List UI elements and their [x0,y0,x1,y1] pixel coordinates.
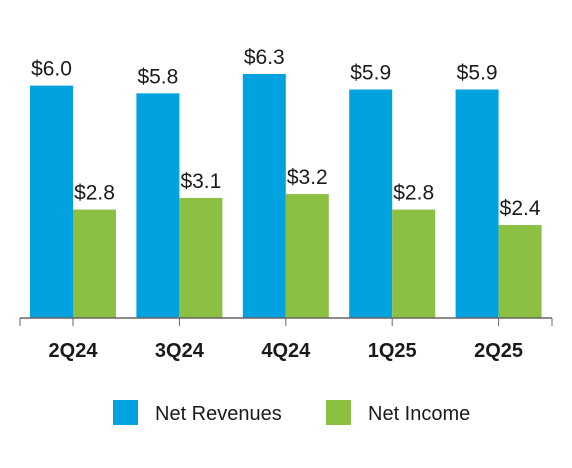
bar-net-income-4q24 [285,194,329,318]
bar-net-revenues-4q24 [242,74,286,318]
value-label-net-revenues-3q24: $5.8 [137,65,178,88]
value-label-net-revenues-2q24: $6.0 [31,58,72,81]
x-tick-label-4q24: 4Q24 [261,340,311,362]
bar-net-income-2q25 [498,225,542,318]
bar-net-revenues-2q24 [30,85,73,318]
bar-net-income-2q24 [73,209,116,318]
x-tick-label-2q24: 2Q24 [49,340,99,362]
value-label-net-income-1q25: $2.8 [393,182,434,205]
value-label-net-income-2q25: $2.4 [500,197,541,220]
legend-swatch-net-revenues [113,400,138,425]
legend-swatch-net-income [326,400,351,425]
value-label-net-revenues-4q24: $6.3 [244,46,285,69]
value-label-net-income-2q24: $2.8 [74,182,115,205]
x-tick-label-3q24: 3Q24 [155,340,205,362]
bar-net-income-1q25 [392,209,436,318]
legend: Net Revenues Net Income [113,400,470,425]
bar-net-revenues-1q25 [349,89,393,318]
value-label-net-revenues-1q25: $5.9 [350,61,391,84]
x-tick-label-1q25: 1Q25 [368,340,417,362]
bars-layer [30,74,542,318]
bar-net-income-3q24 [179,197,223,318]
value-label-net-income-4q24: $3.2 [287,166,328,189]
legend-label-net-income: Net Income [368,403,470,425]
x-axis-tick-labels-layer: 2Q24 3Q24 4Q24 1Q25 2Q25 [49,340,524,362]
bar-net-revenues-3q24 [136,93,180,318]
legend-label-net-revenues: Net Revenues [155,403,282,425]
bar-net-revenues-2q25 [455,89,499,318]
x-tick-label-2q25: 2Q25 [474,340,523,362]
value-labels-layer: $6.0 $2.8 $5.8 $3.1 $6.3 $3.2 $5.9 $2.8 $5.9 $2.4 [31,46,541,220]
value-label-net-income-3q24: $3.1 [180,170,221,193]
x-axis-ticks-layer [19,318,553,326]
value-label-net-revenues-2q25: $5.9 [457,61,498,84]
